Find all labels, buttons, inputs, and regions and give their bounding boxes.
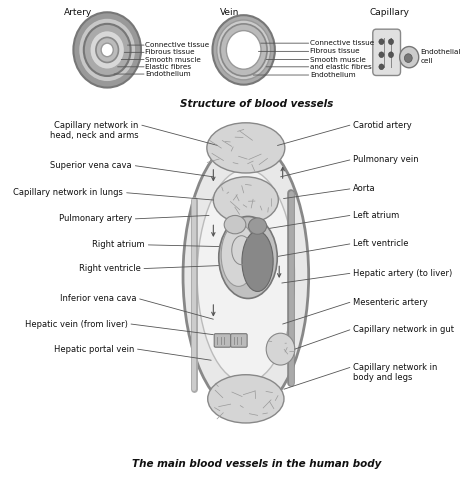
FancyBboxPatch shape: [214, 333, 231, 347]
Text: Elastic fibres: Elastic fibres: [146, 64, 191, 70]
Circle shape: [217, 20, 271, 80]
Ellipse shape: [183, 138, 309, 413]
Text: Hepatic portal vein: Hepatic portal vein: [54, 345, 134, 354]
Circle shape: [79, 18, 136, 82]
Text: body and legs: body and legs: [353, 373, 413, 381]
Text: and elastic fibres: and elastic fibres: [310, 64, 372, 70]
Text: Capillary network in lungs: Capillary network in lungs: [13, 188, 123, 197]
Text: Right atrium: Right atrium: [92, 241, 145, 249]
Text: Endothelium: Endothelium: [146, 71, 191, 77]
Circle shape: [90, 30, 125, 69]
Text: Aorta: Aorta: [353, 184, 376, 194]
Text: Right ventricle: Right ventricle: [79, 264, 141, 273]
Text: Carotid artery: Carotid artery: [353, 121, 412, 130]
Text: Connective tissue: Connective tissue: [310, 40, 374, 46]
Text: Capillary network in: Capillary network in: [353, 363, 438, 372]
Text: Structure of blood vessels: Structure of blood vessels: [180, 99, 333, 109]
FancyBboxPatch shape: [231, 333, 247, 347]
Text: Superior vena cava: Superior vena cava: [50, 161, 132, 170]
Circle shape: [212, 15, 275, 85]
Ellipse shape: [224, 215, 246, 234]
Circle shape: [227, 30, 261, 69]
Circle shape: [73, 12, 141, 88]
Text: The main blood vessels in the human body: The main blood vessels in the human body: [132, 459, 382, 469]
Text: Fibrous tissue: Fibrous tissue: [310, 48, 360, 54]
Ellipse shape: [197, 169, 294, 382]
FancyBboxPatch shape: [373, 29, 401, 76]
Circle shape: [400, 46, 419, 68]
Text: Left ventricle: Left ventricle: [353, 240, 409, 248]
Text: Capillary network in: Capillary network in: [54, 121, 138, 130]
Circle shape: [388, 39, 393, 45]
Text: Hepatic vein (from liver): Hepatic vein (from liver): [25, 319, 128, 329]
Text: Mesenteric artery: Mesenteric artery: [353, 298, 428, 307]
Text: Capillary network in gut: Capillary network in gut: [353, 325, 454, 334]
Circle shape: [84, 24, 131, 76]
Text: Pulmonary vein: Pulmonary vein: [353, 155, 419, 165]
Circle shape: [388, 52, 393, 58]
Text: Smooth muscle: Smooth muscle: [310, 57, 366, 62]
Ellipse shape: [221, 224, 256, 287]
Text: Endothelium: Endothelium: [310, 72, 356, 78]
Circle shape: [404, 54, 412, 62]
Ellipse shape: [208, 375, 284, 423]
Text: head, neck and arms: head, neck and arms: [50, 131, 138, 140]
Circle shape: [379, 64, 384, 70]
Text: Connective tissue: Connective tissue: [146, 42, 210, 48]
Text: Hepatic artery (to liver): Hepatic artery (to liver): [353, 269, 453, 278]
Text: Pulmonary artery: Pulmonary artery: [59, 214, 132, 223]
Circle shape: [379, 52, 384, 58]
Ellipse shape: [207, 123, 285, 173]
Text: Fibrous tissue: Fibrous tissue: [146, 49, 195, 55]
Ellipse shape: [219, 216, 277, 299]
Text: Capillary: Capillary: [369, 8, 410, 17]
Text: Vein: Vein: [220, 8, 239, 17]
Ellipse shape: [248, 218, 267, 234]
Text: Inferior vena cava: Inferior vena cava: [60, 294, 136, 303]
Ellipse shape: [213, 177, 278, 223]
Circle shape: [266, 333, 295, 365]
Text: cell: cell: [420, 58, 433, 64]
Circle shape: [379, 39, 384, 45]
Text: Artery: Artery: [64, 8, 92, 17]
Ellipse shape: [242, 231, 273, 291]
Circle shape: [220, 24, 267, 76]
Text: Smooth muscle: Smooth muscle: [146, 57, 201, 62]
Circle shape: [101, 43, 113, 57]
Text: Endothelial: Endothelial: [420, 49, 461, 55]
Circle shape: [96, 37, 118, 62]
Text: Left atrium: Left atrium: [353, 211, 400, 220]
